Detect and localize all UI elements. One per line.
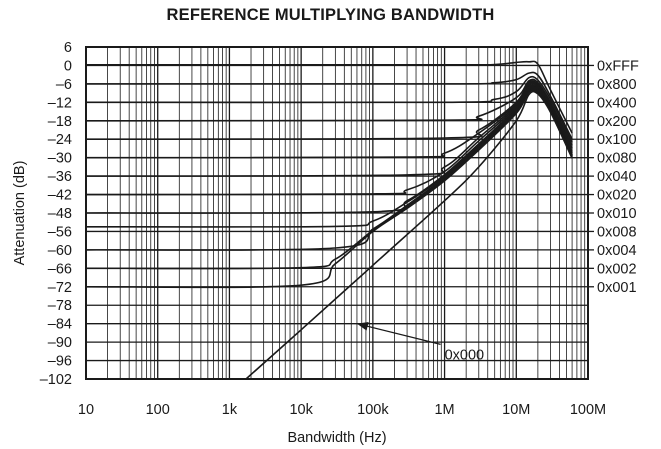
series-code-label: 0x400	[597, 95, 637, 111]
x-axis-label: Bandwidth (Hz)	[287, 430, 386, 446]
x-tick-label: 10	[78, 402, 94, 418]
series-line-0x080	[85, 81, 573, 159]
series-code-label: 0x002	[597, 261, 637, 277]
series-line-0x000	[245, 90, 573, 380]
series-code-labels: 0xFFF 0x800 0x400 0x200 0x100 0x080 0x040 0x020…	[588, 58, 639, 296]
annotation-leader-line	[356, 323, 441, 346]
series-line-0x200	[85, 78, 573, 146]
series-code-label: 0x040	[597, 169, 637, 185]
y-tick-label: –12	[48, 95, 72, 111]
series-code-label: 0x100	[597, 132, 637, 148]
x-tick-label: 1M	[434, 402, 454, 418]
series-code-label: 0x001	[597, 280, 637, 296]
x-tick-label: 100	[146, 402, 170, 418]
x-tick-label: 10M	[502, 402, 530, 418]
y-tick-label: –60	[48, 243, 72, 259]
chart-title: REFERENCE MULTIPLYING BANDWIDTH	[166, 6, 495, 24]
x-tick-labels: 10 100 1k 10k 100k 1M 10M 100M	[78, 402, 606, 418]
y-tick-label: 0	[64, 58, 72, 74]
x-tick-label: 100M	[570, 402, 606, 418]
series-code-label: 0x008	[597, 224, 637, 240]
y-tick-label: –56	[48, 224, 72, 240]
series-code-label: 0x010	[597, 206, 637, 222]
x-tick-label: 100k	[357, 402, 389, 418]
y-tick-label: –78	[48, 298, 72, 314]
y-tick-labels: 6 0 –6 –12 –18 –24 –30 –36 –42 –48 –56 –60 –66 –72 –78…	[40, 40, 72, 388]
y-axis-label: Attenuation (dB)	[12, 161, 28, 266]
y-tick-label: –24	[48, 132, 72, 148]
x-tick-label: 10k	[289, 402, 313, 418]
y-tick-label: –102	[40, 372, 72, 388]
y-tick-label: –48	[48, 206, 72, 222]
series-line-0xFFF	[85, 60, 573, 134]
x-tick-label: 1k	[222, 402, 238, 418]
y-tick-label: –42	[48, 188, 72, 204]
series-code-label: 0x020	[597, 188, 637, 204]
series-code-label: 0xFFF	[597, 58, 639, 74]
series-layer	[85, 60, 573, 380]
series-line-0x400	[85, 75, 573, 143]
series-line-0x001	[85, 89, 573, 289]
annotation: 0x000	[356, 321, 485, 363]
series-code-label: 0x200	[597, 114, 637, 130]
series-line-0x040	[85, 82, 573, 177]
y-tick-label: –66	[48, 261, 72, 277]
y-tick-label: 6	[64, 40, 72, 56]
annotation-arrowhead	[356, 321, 369, 331]
series-code-label: 0x004	[597, 243, 637, 259]
y-tick-label: –96	[48, 354, 72, 370]
y-tick-label: –72	[48, 280, 72, 296]
y-tick-label: –18	[48, 114, 72, 130]
y-tick-label: –90	[48, 335, 72, 351]
series-line-0x800	[85, 71, 573, 140]
y-tick-label: –30	[48, 151, 72, 167]
series-code-label: 0x800	[597, 77, 637, 93]
y-tick-label: –84	[48, 317, 72, 333]
y-tick-label: –36	[48, 169, 72, 185]
series-line-0x100	[85, 80, 573, 149]
series-code-label: 0x080	[597, 151, 637, 167]
annotation-label: 0x000	[445, 347, 485, 363]
y-tick-label: –6	[56, 77, 72, 93]
